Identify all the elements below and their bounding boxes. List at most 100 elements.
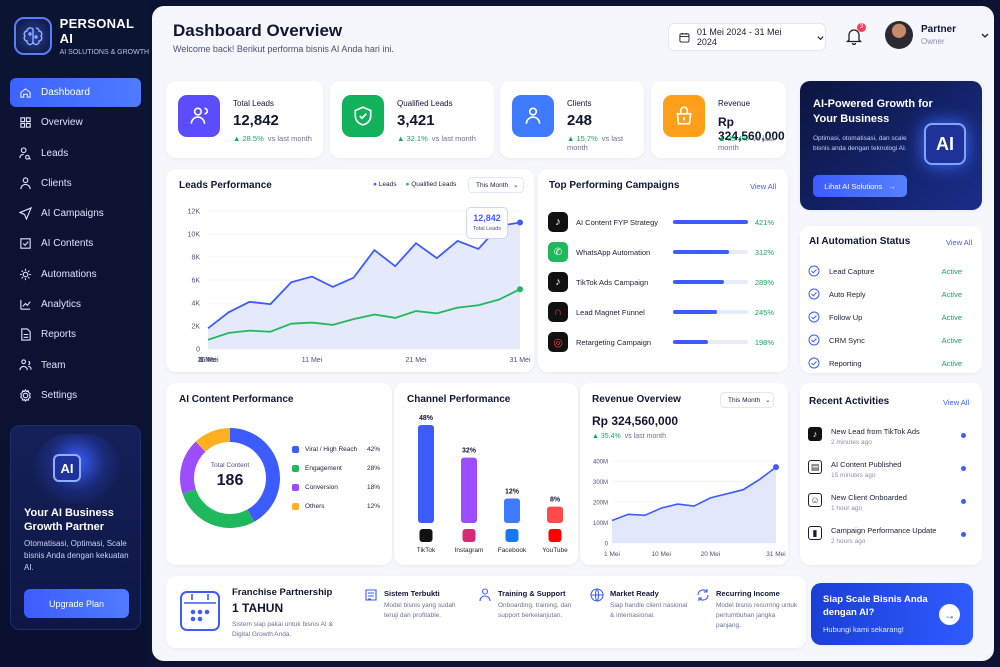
channel-performance-card: Channel Performance 48% TikTok 32% Instagra… [394,383,578,565]
bar-youtube[interactable] [547,506,563,523]
sidebar-item-label: Dashboard [41,87,90,98]
kpi-card[interactable]: Total Leads 12,842 ▲ 28.5% vs last month [166,81,323,158]
legend-qualified-leads: ● Qualified Leads [405,181,457,188]
unread-dot [961,466,966,471]
franchise-title: Franchise Partnership [232,587,333,598]
campaign-row[interactable]: ✆ WhatsApp Automation 312% [548,241,774,263]
sidebar-item-dashboard[interactable]: Dashboard [10,78,141,107]
sidebar-item-ai-contents[interactable]: AI Contents [10,229,141,258]
instagram-icon [462,529,476,542]
content-performance-card: AI Content Performance Total Content 186… [166,383,392,565]
kpi-change-vs: vs last month [431,134,476,143]
sidebar-item-team[interactable]: Team [10,351,141,380]
x-tick-label: 10 Mei [651,551,671,558]
automation-row[interactable]: Follow Up Active [808,309,962,325]
revenue-end-point[interactable] [773,464,779,471]
chevron-down-icon [817,35,824,40]
automation-row[interactable]: Lead Capture Active [808,263,962,279]
kpi-change-vs: vs last month [267,134,312,143]
recent-activities-card: Recent Activities View All ♪ New Lead fro… [800,383,982,565]
kpi-value: Rp 324,560,000 [718,115,785,143]
bar-tiktok[interactable] [418,425,434,523]
donut-slice-viral-high-reach[interactable] [230,428,280,522]
campaign-name: WhatsApp Automation [576,247,651,257]
gear-icon [19,268,32,280]
donut-slice-others[interactable] [195,428,230,452]
y-tick-label: 12K [188,209,201,216]
view-ai-solutions-button[interactable]: Lihat AI Solutions → [813,175,907,197]
campaign-progress [673,250,748,254]
kpi-change-vs: vs last month [567,134,624,152]
ai-growth-title: AI-Powered Growth for Your Business [813,98,933,125]
ai-chip-icon: AI [924,123,966,165]
bar-facebook[interactable] [504,498,520,524]
donut-slice-conversion[interactable] [180,441,206,494]
activity-row[interactable]: ☺ New Client Onboarded 1 hour ago [808,493,966,512]
activity-row[interactable]: ▮ Campaign Performance Update 2 hours ago [808,526,966,545]
sidebar-item-analytics[interactable]: Analytics [10,290,141,319]
activity-text: New Lead from TikTok Ads 2 minutes ago [831,427,920,446]
sidebar-item-ai-campaigns[interactable]: AI Campaigns [10,199,141,228]
activity-title: New Lead from TikTok Ads [831,427,920,436]
activity-row[interactable]: ▤ AI Content Published 15 minutes ago [808,460,966,479]
activity-row[interactable]: ♪ New Lead from TikTok Ads 2 minutes ago [808,427,966,446]
series-end-point[interactable] [517,286,523,293]
view-all-link[interactable]: View All [750,182,777,191]
sidebar-item-automations[interactable]: Automations [10,260,141,289]
donut-slice-engagement[interactable] [182,489,255,528]
sidebar-item-settings[interactable]: Settings [10,381,141,410]
sidebar: PERSONAL AI AI SOLUTIONS & GROWTH Dashbo… [0,0,150,667]
kpi-card[interactable]: Clients 248 ▲ 15.7% vs last month [500,81,644,158]
ai-chip-icon: AI [53,454,81,482]
campaign-pct: 289% [754,277,774,287]
automation-row[interactable]: Reporting Active [808,355,962,371]
sidebar-item-leads[interactable]: Leads [10,139,141,168]
campaign-row[interactable]: ♪ AI Content FYP Strategy 421% [548,211,774,233]
notification-button[interactable]: 3 [845,23,866,46]
legend-label: Engagement [305,465,342,472]
document-icon: ▤ [808,460,822,474]
kpi-card[interactable]: Revenue Rp 324,560,000 ▲ 35.4% vs last mont… [651,81,786,158]
user-icon [20,177,31,190]
legend-item: Viral / High Reach 42% [292,446,380,453]
unread-dot [961,532,966,537]
y-tick-label: 2K [191,324,200,331]
view-all-link[interactable]: View All [946,238,973,247]
automation-row[interactable]: CRM Sync Active [808,332,962,348]
automation-row[interactable]: Auto Reply Active [808,286,962,302]
y-tick-label: 400M [593,460,608,466]
status-badge: Active [941,358,962,368]
clients-icon [512,95,554,137]
chevron-down-icon: ⌄ [765,397,771,404]
sidebar-item-clients[interactable]: Clients [10,169,141,198]
kpi-card[interactable]: Qualified Leads 3,421 ▲ 32.1% vs last month [330,81,494,158]
sidebar-item-reports[interactable]: Reports [10,320,141,349]
campaign-progress-fill [673,280,725,284]
sidebar-item-overview[interactable]: Overview [10,108,141,137]
campaign-row[interactable]: ∩ Lead Magnet Funnel 245% [548,301,774,323]
campaign-row[interactable]: ♪ TikTok Ads Campaign 289% [548,271,774,293]
legend-label: Conversion [305,484,338,491]
x-tick-label: 1 Mei [199,357,217,364]
user-menu[interactable]: Partner Owner [885,21,990,49]
section-title: AI Content Performance [179,394,294,405]
bar-instagram[interactable] [461,457,477,523]
period-filter[interactable]: This Month ⌄ [468,177,524,193]
period-filter[interactable]: This Month ⌄ [720,392,774,408]
feature-title: Market Ready [610,589,659,598]
upgrade-plan-button[interactable]: Upgrade Plan [24,589,129,618]
campaign-progress-fill [673,250,729,254]
status-badge: Active [941,312,962,322]
cta-card[interactable]: Siap Scale Bisnis Anda dengan AI? Hubung… [811,583,973,645]
brand[interactable]: PERSONAL AI AI SOLUTIONS & GROWTH [14,16,150,56]
users-icon [178,95,220,137]
campaign-row[interactable]: ◎ Retargeting Campaign 198% [548,331,774,353]
campaign-progress [673,340,748,344]
cta-arrow-button[interactable]: → [939,604,960,625]
section-title: Leads Performance [179,180,272,191]
view-all-link[interactable]: View All [943,398,970,407]
revenue-value: Rp 324,560,000 [592,414,679,428]
series-end-point[interactable] [517,219,523,226]
date-range-picker[interactable]: 01 Mei 2024 - 31 Mei 2024 [668,23,826,51]
sidebar-item-label: Clients [41,177,72,189]
